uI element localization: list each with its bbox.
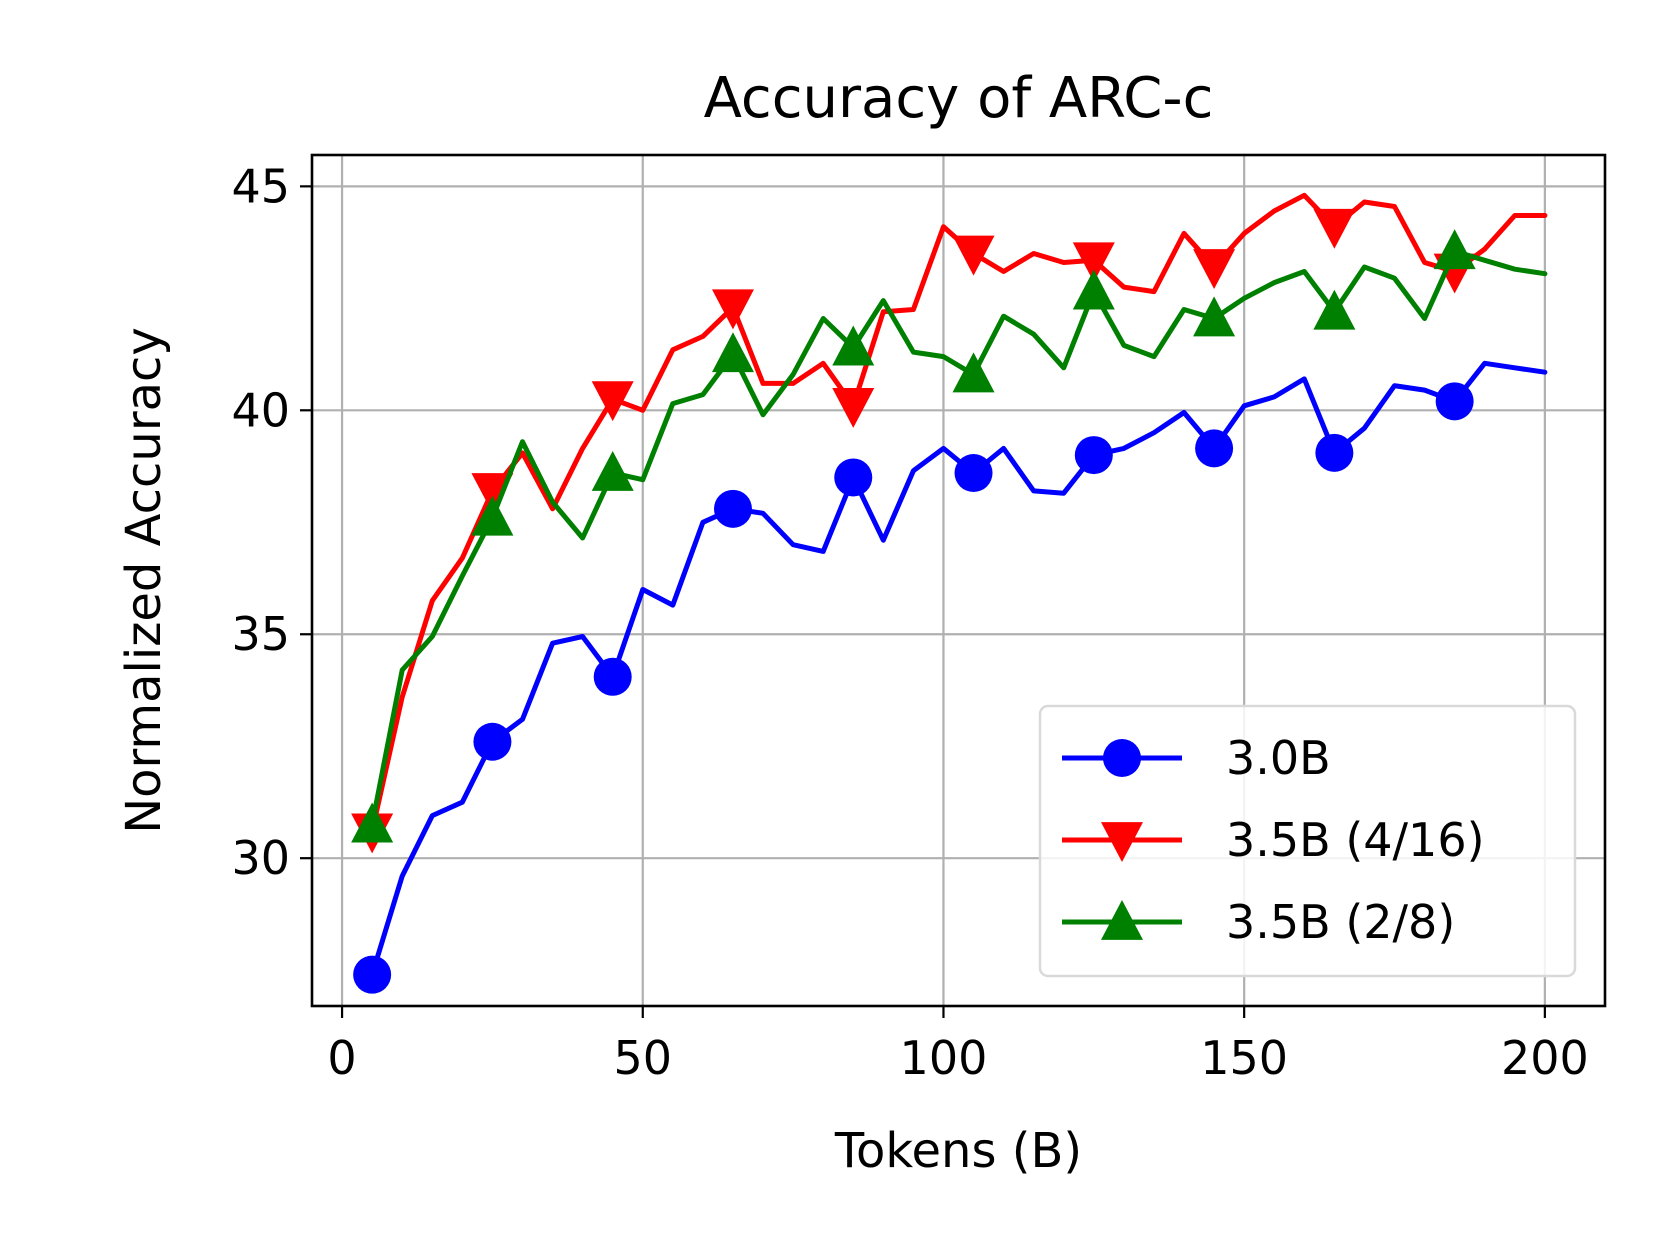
legend-item: 3.0B [1062,731,1331,785]
data-point [1072,242,1115,283]
data-point [711,289,754,330]
data-point [832,387,875,428]
legend-label: 3.0B [1226,731,1331,785]
chart-title: Accuracy of ARC-c [704,66,1214,131]
data-point [1313,208,1356,249]
data-point [1193,296,1236,337]
y-tick-label: 35 [231,607,290,661]
y-axis-label: Normalized Accuracy [116,327,172,834]
data-point [1074,436,1113,475]
x-tick-label: 100 [900,1031,988,1085]
series-2 [351,192,1548,854]
data-point [353,955,392,994]
series-layer [351,192,1548,994]
data-point [834,458,873,497]
legend-item: 3.5B (2/8) [1062,895,1455,949]
series-line [369,248,1548,828]
x-tick-label: 200 [1501,1031,1589,1085]
legend-label: 3.5B (2/8) [1226,895,1455,949]
plot-area-frame [310,153,1607,1008]
legend-marker [1101,899,1143,940]
x-tick-label: 150 [1200,1031,1288,1085]
data-point [954,454,993,493]
series-line [369,360,1548,978]
data-point [1433,229,1476,270]
data-point [351,802,394,843]
data-point [1435,382,1474,421]
legend-marker [1101,822,1143,863]
data-point [471,495,514,536]
data-point [1195,429,1234,468]
data-point [952,352,995,393]
data-point [593,657,632,696]
y-tick-label: 45 [231,159,290,213]
y-tick-label: 30 [231,831,290,885]
x-tick-label: 50 [613,1031,672,1085]
data-point [473,722,512,761]
legend: 3.0B 3.5B (4/16) 3.5B (2/8) [1038,704,1577,978]
legend-label: 3.5B (4/16) [1226,813,1485,867]
x-axis-label: Tokens (B) [834,1123,1082,1179]
data-point [591,381,634,422]
axis-ticks: 0 50 100 150 200 30 35 40 45 [231,159,1588,1085]
data-point [832,325,875,366]
data-point [713,489,752,528]
data-point [471,473,514,513]
data-point [711,332,754,373]
legend-item: 3.5B (4/16) [1062,813,1485,867]
series-3 [351,229,1548,843]
y-tick-label: 40 [231,383,290,437]
data-point [1315,433,1354,472]
data-point [1313,289,1356,330]
x-tick-label: 0 [327,1031,356,1085]
series-1 [353,360,1548,994]
data-point [591,450,634,491]
data-point [1072,269,1115,310]
legend-box [1038,704,1577,978]
legend-marker [1103,739,1141,777]
data-point [1193,249,1236,290]
data-point [952,235,995,276]
